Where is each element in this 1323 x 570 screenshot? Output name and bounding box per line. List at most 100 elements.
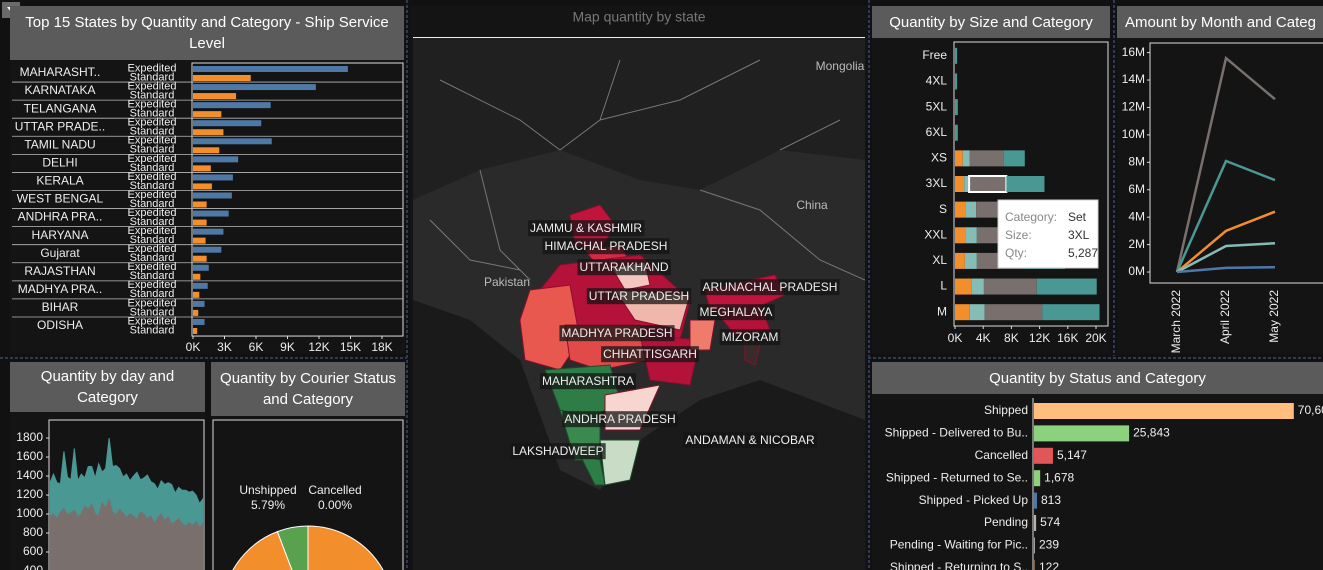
bar [193, 129, 224, 136]
bar [1034, 515, 1037, 531]
series-label: Expedited [128, 62, 177, 74]
y-tick-label: 8M [1128, 154, 1145, 168]
category-label: Pending [984, 515, 1028, 529]
state-label: UTTAR PRADESH [589, 289, 689, 303]
series-label: Standard [130, 108, 175, 120]
bar [193, 318, 205, 325]
line [1176, 241, 1276, 274]
state-label: HIMACHAL PRADESH [545, 239, 668, 253]
series-label: Expedited [128, 207, 177, 219]
category-label: 3XL [926, 176, 948, 190]
bar-segment [971, 278, 984, 295]
sea [413, 300, 865, 570]
slice-value-label: 5.79% [251, 498, 285, 512]
bar [1034, 403, 1294, 419]
category-label: Shipped - Returned to Se.. [886, 470, 1028, 484]
label-background [539, 373, 637, 390]
slice-label: Cancelled [308, 483, 361, 497]
bar-segment [969, 304, 985, 321]
bar [193, 264, 209, 271]
series-label: Standard [130, 89, 175, 101]
series-label: Expedited [128, 261, 177, 273]
tooltip-value: 5,287 [1068, 246, 1098, 260]
category-label: HARYANA [32, 228, 89, 242]
state-shape [689, 319, 716, 351]
series-label: Expedited [128, 297, 177, 309]
y-tick-label: 1200 [16, 487, 43, 501]
bar [193, 111, 222, 118]
bar [193, 183, 212, 190]
bar [193, 138, 272, 145]
category-label: MADHYA PRA.. [18, 282, 102, 296]
pie-slice [276, 525, 309, 570]
series-label: Expedited [128, 171, 177, 183]
bar-segment [968, 175, 1008, 193]
bar [193, 228, 224, 235]
value-label: 5,147 [1057, 448, 1087, 462]
bar-segment [1036, 278, 1097, 295]
bar-segment [1006, 176, 1045, 192]
x-tick-label: 15K [340, 340, 361, 354]
category-label: Shipped - Picked Up [919, 493, 1029, 507]
y-tick-label: 800 [23, 525, 43, 539]
x-tick-label: 0K [186, 340, 201, 354]
x-tick-label: 9K [280, 340, 295, 354]
category-label: RAJASTHAN [24, 264, 95, 278]
plot-frame [1149, 42, 1323, 284]
panel-title: Top 15 States by Quantity and Category -… [10, 6, 404, 60]
value-label: 122 [1039, 560, 1059, 570]
bar [1034, 470, 1041, 487]
category-label: Cancelled [975, 448, 1028, 462]
label-background [577, 259, 671, 276]
series-label: Standard [130, 162, 175, 174]
value-label: 25,843 [1133, 426, 1170, 440]
category-label: TELANGANA [24, 101, 97, 115]
series-label: Standard [130, 180, 175, 192]
slice-value-label: 0.00% [318, 498, 352, 512]
x-tick-label: May 2022 [1267, 290, 1281, 343]
y-tick-label: 2M [1128, 237, 1145, 251]
category-label: S [939, 202, 947, 216]
series-label: Standard [130, 270, 175, 282]
y-tick-label: 14M [1122, 72, 1145, 86]
label-background [700, 279, 840, 296]
line [1175, 55, 1276, 273]
area-group [50, 437, 203, 570]
label-background [601, 346, 699, 363]
bar [193, 255, 207, 262]
series-label: Expedited [128, 243, 177, 255]
bar-segment [964, 252, 977, 269]
bar-segment [955, 150, 963, 167]
bar [1034, 447, 1053, 464]
map-title: Map quantity by state [572, 9, 705, 25]
bar-segment [955, 201, 966, 218]
panel [872, 362, 1323, 570]
y-tick-label: 1800 [16, 430, 43, 444]
value-label: 813 [1041, 493, 1061, 507]
category-label: 6XL [926, 125, 948, 139]
y-tick-label: 0M [1128, 264, 1145, 278]
panel-title: Quantity by Status and Category [872, 362, 1323, 394]
label-background [719, 329, 781, 346]
panel [1117, 6, 1323, 354]
category-label: MAHARASHT.. [20, 65, 101, 79]
series-label: Standard [130, 216, 175, 228]
tooltip-field: Category: [1005, 210, 1057, 224]
place-label: Pakistan [484, 275, 530, 289]
plot-frame [212, 419, 404, 570]
tooltip-field: Qty: [1005, 246, 1027, 260]
x-tick-label: 0K [948, 331, 963, 345]
category-label: WEST BENGAL [17, 192, 104, 206]
y-tick-label: 12M [1122, 100, 1145, 114]
y-tick-label: 4M [1128, 209, 1145, 223]
x-tick-label: March 2022 [1169, 290, 1183, 354]
plot-frame [191, 62, 404, 337]
bar-segment [955, 304, 970, 321]
bar [193, 66, 348, 72]
label-background [586, 288, 692, 305]
category-label: DELHI [42, 156, 77, 170]
series-label: Standard [130, 126, 175, 138]
x-tick-label: April 2022 [1218, 290, 1232, 344]
state-shape [599, 439, 641, 486]
